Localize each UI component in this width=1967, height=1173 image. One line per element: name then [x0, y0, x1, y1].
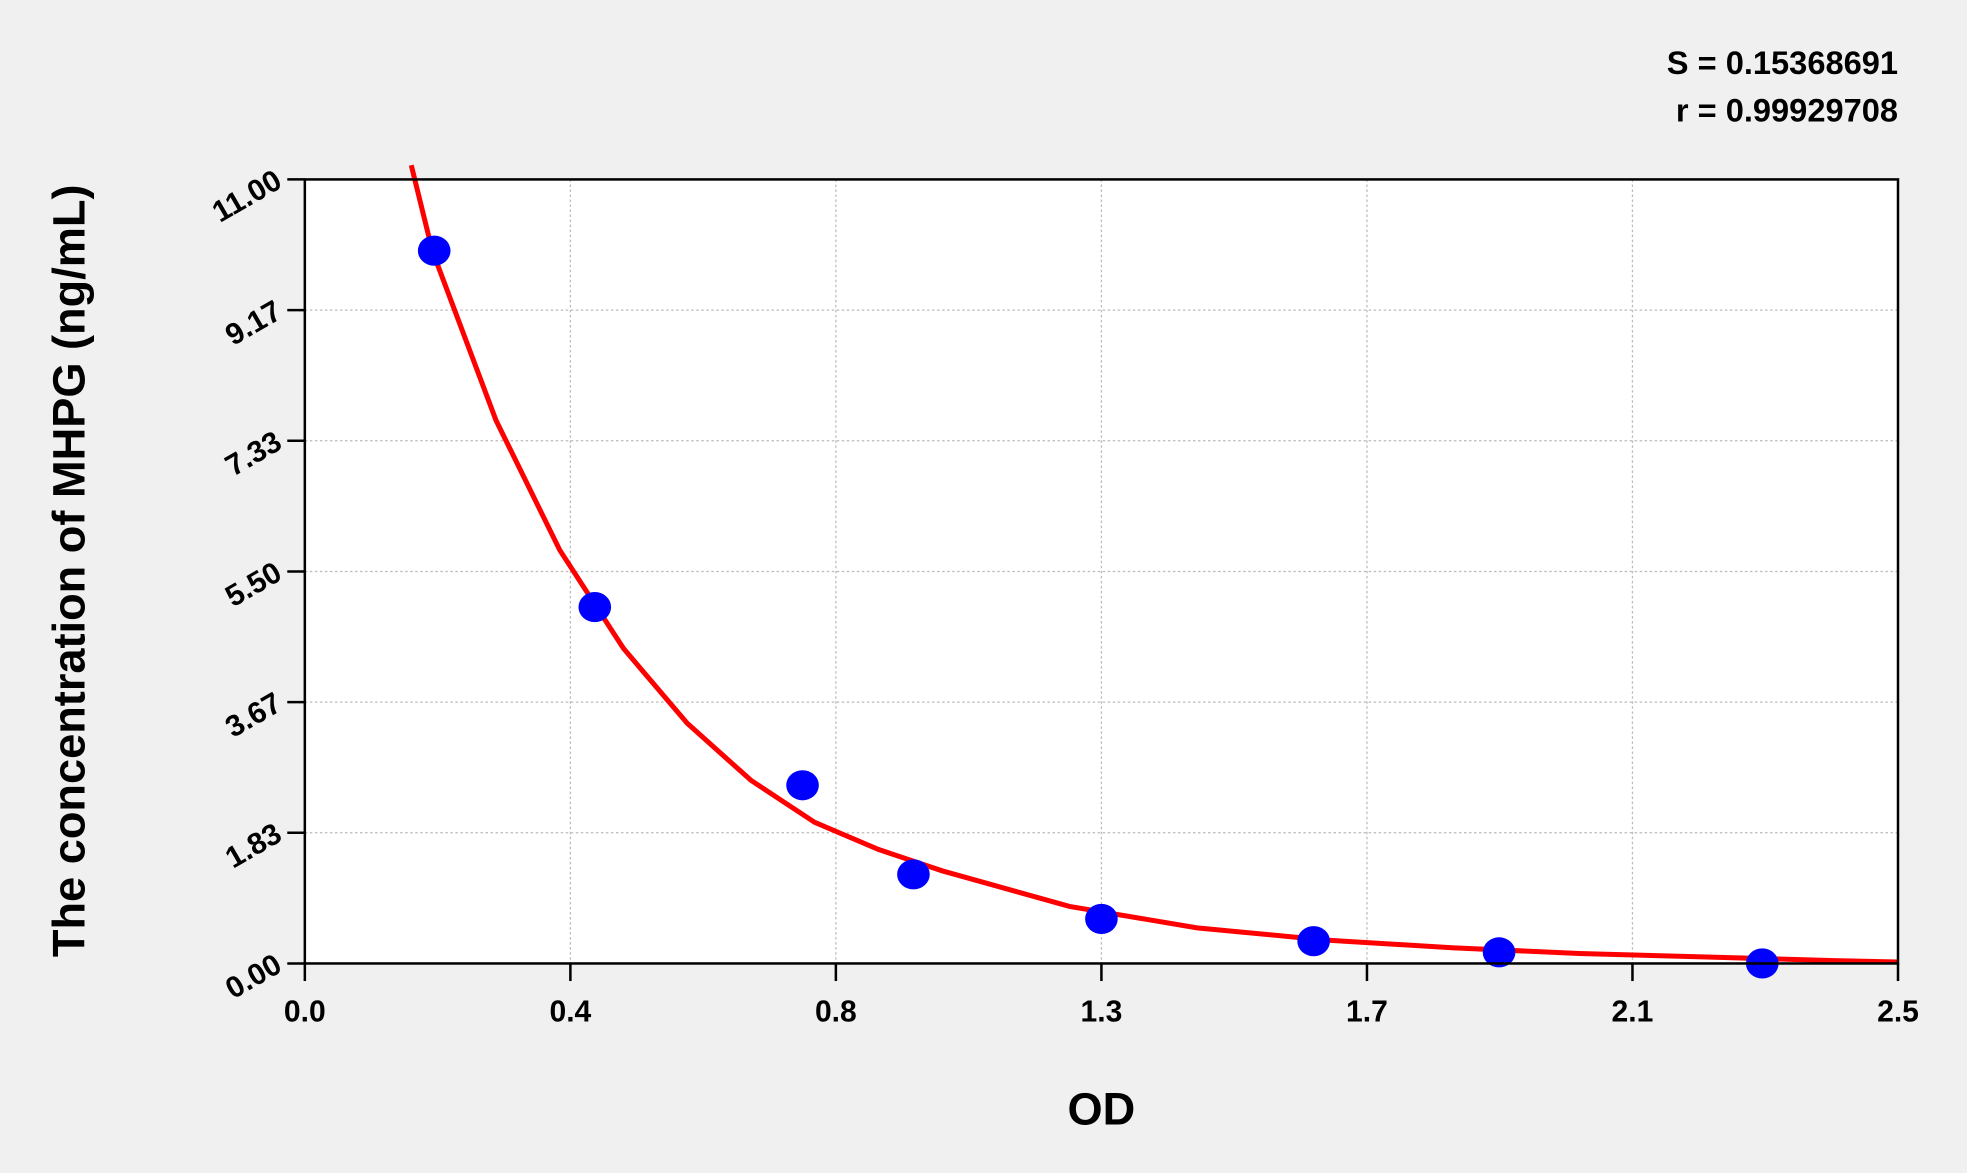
y-tick-label: 0.00	[220, 948, 287, 1006]
annotation: r = 0.99929708	[1676, 92, 1898, 129]
x-tick-label: 2.5	[1877, 996, 1919, 1029]
y-tick-label: 9.17	[220, 294, 287, 352]
x-tick-label: 1.3	[1080, 996, 1122, 1029]
y-tick-label: 1.83	[220, 817, 287, 875]
data-point	[1085, 903, 1118, 934]
data-point	[578, 592, 612, 623]
annotation: S = 0.15368691	[1667, 44, 1898, 81]
y-tick-label: 3.67	[220, 686, 287, 744]
data-point	[786, 770, 819, 801]
y-tick-label: 7.33	[220, 425, 287, 483]
data-point	[1482, 937, 1516, 968]
data-point	[1297, 926, 1330, 957]
data-point	[417, 235, 451, 266]
x-tick-label: 0.0	[284, 996, 326, 1029]
y-axis-title: The concentration of MHPG (ng/mL)	[44, 184, 95, 957]
y-tick-label: 11.00	[207, 164, 287, 229]
y-tick-label: 5.50	[220, 556, 287, 614]
x-axis-title: OD	[1068, 1084, 1136, 1135]
x-tick-label: 0.4	[549, 996, 591, 1029]
x-tick-label: 0.8	[815, 996, 857, 1029]
x-tick-label: 1.7	[1346, 996, 1388, 1029]
x-tick-label: 2.1	[1612, 996, 1654, 1029]
data-point	[897, 859, 930, 890]
